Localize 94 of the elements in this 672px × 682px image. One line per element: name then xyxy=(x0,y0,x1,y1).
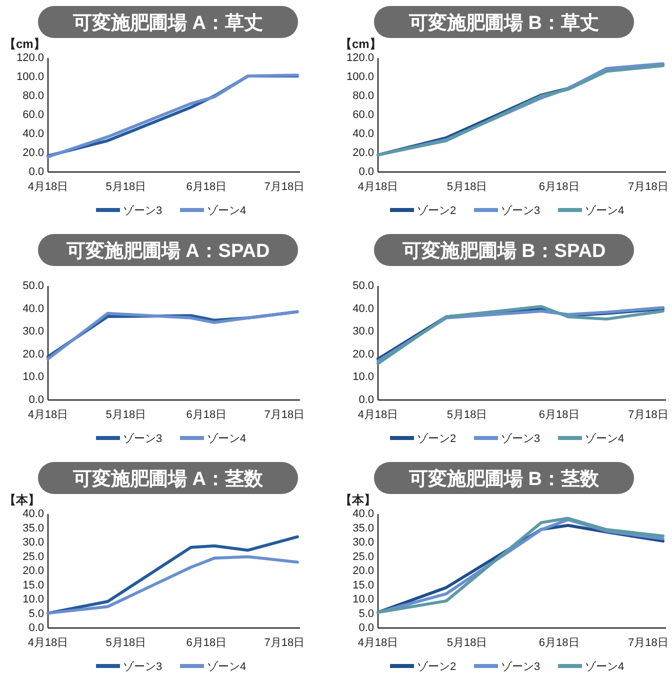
y-tick-label: 25.0 xyxy=(352,550,374,563)
y-tick-label: 25.0 xyxy=(22,550,44,563)
x-tick-label: 5月18日 xyxy=(446,409,488,421)
x-tick-label: 5月18日 xyxy=(106,409,146,421)
line-series xyxy=(46,555,299,615)
x-tick-label: 5月18日 xyxy=(446,637,488,649)
x-tick-label: 6月18日 xyxy=(538,637,580,649)
y-tick-label: 0.0 xyxy=(358,394,374,406)
x-tick-label: 7月18日 xyxy=(628,409,668,421)
legend-label: ゾーン2 xyxy=(417,204,456,217)
y-tick-label: 20.0 xyxy=(22,565,44,577)
x-tick-label: 5月18日 xyxy=(106,181,146,193)
x-tick-label: 7月18日 xyxy=(264,181,305,193)
y-axis-title: 【本】 xyxy=(340,493,376,507)
x-tick-label: 6月18日 xyxy=(186,181,227,193)
x-tick-label: 4月18日 xyxy=(28,409,68,421)
y-tick-label: 50.0 xyxy=(22,280,44,292)
x-tick-label: 6月18日 xyxy=(186,637,227,649)
x-tick-label: 4月18日 xyxy=(28,181,68,193)
legend-label: ゾーン3 xyxy=(123,660,162,673)
y-tick-label: 80.0 xyxy=(22,90,44,102)
chart-title: 可変施肥圃場 B：草丈 xyxy=(408,12,599,34)
y-tick-label: 60.0 xyxy=(22,109,44,121)
legend-label: ゾーン4 xyxy=(207,660,246,673)
y-tick-label: 10.0 xyxy=(352,371,374,384)
x-tick-label: 5月18日 xyxy=(106,637,146,649)
legend-label: ゾーン4 xyxy=(585,204,624,217)
chart-title: 可変施肥圃場 A：草丈 xyxy=(72,12,263,34)
y-tick-label: 100.0 xyxy=(346,71,374,83)
x-tick-label: 4月18日 xyxy=(28,637,68,649)
legend-label: ゾーン3 xyxy=(123,432,162,445)
y-tick-label: 40.0 xyxy=(352,508,374,520)
x-tick-label: 4月18日 xyxy=(358,409,398,421)
y-tick-label: 100.0 xyxy=(16,71,44,83)
y-axis-title: 【本】 xyxy=(4,493,40,507)
x-tick-label: 4月18日 xyxy=(358,181,398,193)
y-tick-label: 15.0 xyxy=(352,579,374,592)
x-tick-label: 4月18日 xyxy=(358,637,398,649)
y-tick-label: 40.0 xyxy=(352,302,374,315)
y-tick-label: 40.0 xyxy=(22,508,44,520)
x-tick-label: 6月18日 xyxy=(186,409,227,421)
y-tick-label: 20.0 xyxy=(352,348,374,360)
y-tick-label: 20.0 xyxy=(352,565,374,577)
chart-title: 可変施肥圃場 A：茎数 xyxy=(72,468,264,490)
y-tick-label: 40.0 xyxy=(22,302,44,315)
legend-label: ゾーン3 xyxy=(501,204,540,217)
y-tick-label: 35.0 xyxy=(352,522,374,534)
x-tick-label: 7月18日 xyxy=(628,181,668,193)
y-tick-label: 40.0 xyxy=(352,128,374,140)
legend-label: ゾーン4 xyxy=(207,432,246,445)
y-tick-label: 30.0 xyxy=(22,326,44,338)
chart-title: 可変施肥圃場 B：SPAD xyxy=(401,240,606,262)
y-tick-label: 30.0 xyxy=(22,536,44,548)
y-axis-title: 【cm】 xyxy=(340,37,382,51)
y-tick-label: 15.0 xyxy=(22,579,44,592)
legend-label: ゾーン2 xyxy=(417,660,456,673)
y-tick-label: 80.0 xyxy=(352,90,374,102)
y-tick-label: 10.0 xyxy=(352,594,374,606)
x-tick-label: 6月18日 xyxy=(538,409,580,421)
y-tick-label: 0.0 xyxy=(28,166,44,178)
chart-title: 可変施肥圃場 B：茎数 xyxy=(408,468,600,490)
y-tick-label: 20.0 xyxy=(22,348,44,360)
legend-label: ゾーン3 xyxy=(123,204,162,217)
y-tick-label: 5.0 xyxy=(28,608,44,620)
y-tick-label: 0.0 xyxy=(28,622,44,634)
y-tick-label: 20.0 xyxy=(352,147,374,159)
legend-label: ゾーン2 xyxy=(417,432,456,445)
legend-label: ゾーン3 xyxy=(501,432,540,445)
y-tick-label: 35.0 xyxy=(22,522,44,534)
y-tick-label: 50.0 xyxy=(352,280,374,292)
x-tick-label: 5月18日 xyxy=(446,181,488,193)
y-tick-label: 30.0 xyxy=(352,536,374,548)
legend-label: ゾーン4 xyxy=(207,204,246,217)
y-tick-label: 120.0 xyxy=(16,52,44,64)
y-tick-label: 120.0 xyxy=(346,52,374,64)
y-tick-label: 20.0 xyxy=(22,147,44,159)
x-tick-label: 7月18日 xyxy=(264,409,305,421)
y-tick-label: 0.0 xyxy=(358,622,374,634)
y-tick-label: 60.0 xyxy=(352,109,374,121)
legend-label: ゾーン3 xyxy=(501,660,540,673)
y-tick-label: 30.0 xyxy=(352,326,374,338)
y-axis-title: 【cm】 xyxy=(4,37,46,51)
x-tick-label: 7月18日 xyxy=(628,637,668,649)
y-tick-label: 40.0 xyxy=(22,128,44,140)
y-tick-label: 0.0 xyxy=(358,166,374,178)
y-tick-label: 5.0 xyxy=(358,608,374,620)
y-tick-label: 10.0 xyxy=(22,594,44,606)
chart-title: 可変施肥圃場 A：SPAD xyxy=(65,240,270,262)
y-tick-label: 0.0 xyxy=(28,394,44,406)
x-tick-label: 6月18日 xyxy=(538,181,580,193)
legend-label: ゾーン4 xyxy=(585,432,624,445)
y-tick-label: 10.0 xyxy=(22,371,44,384)
x-tick-label: 7月18日 xyxy=(264,637,305,649)
legend-label: ゾーン4 xyxy=(585,660,624,673)
